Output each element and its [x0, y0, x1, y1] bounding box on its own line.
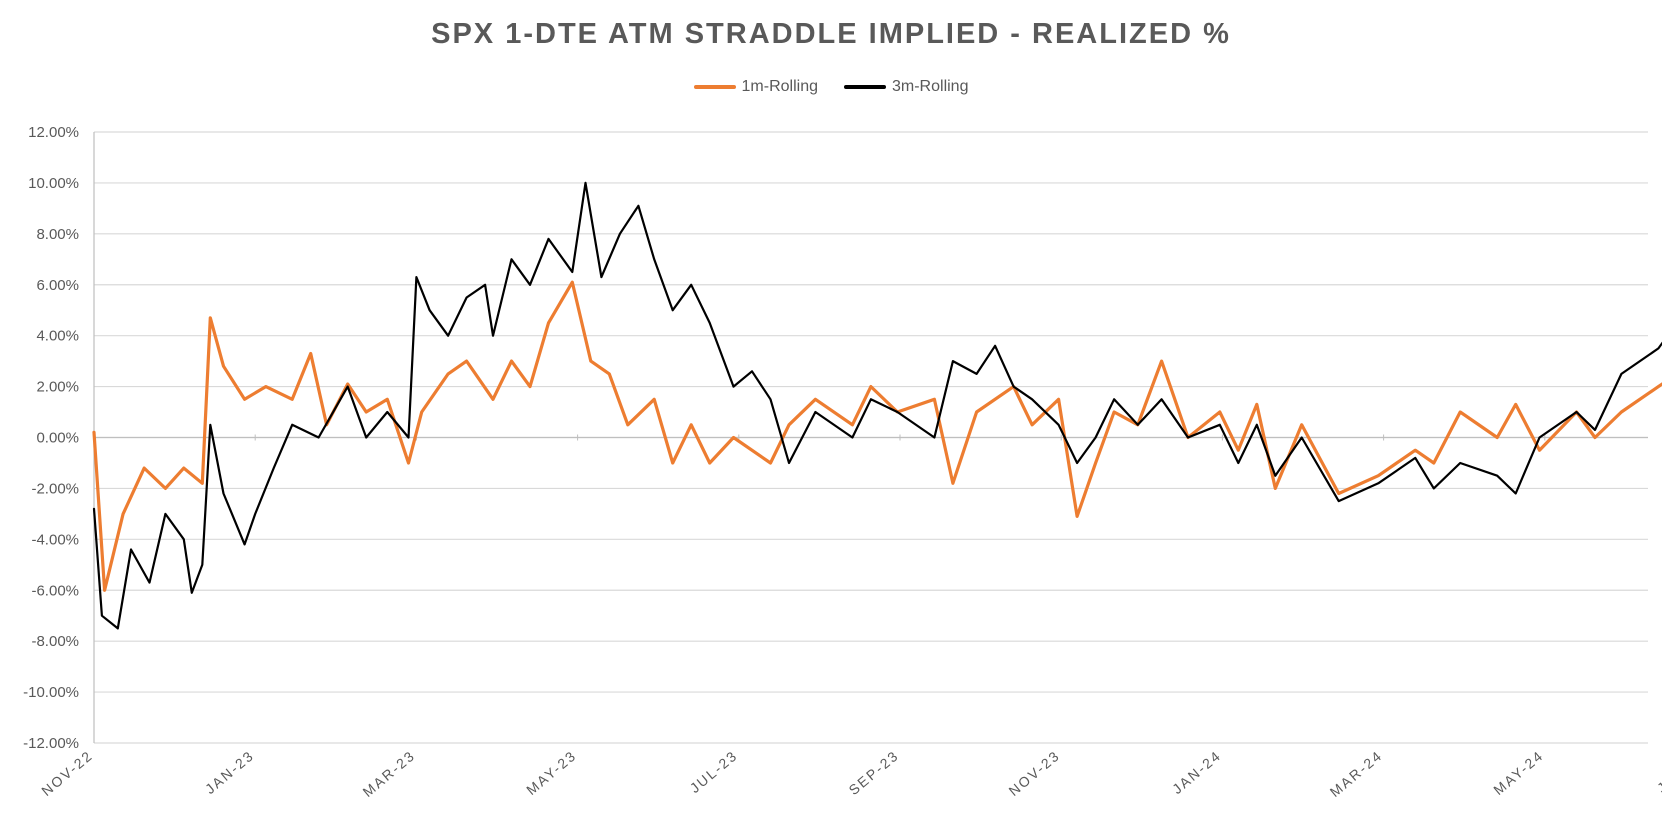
y-tick-label: 4.00% [36, 328, 79, 345]
y-tick-label: 12.00% [28, 124, 79, 141]
x-tick-label: NOV-23 [1005, 747, 1063, 799]
legend-item-1m: 1m-Rolling [693, 78, 818, 96]
legend-swatch-1m [693, 85, 736, 89]
y-tick-label: 10.00% [28, 175, 79, 192]
x-tick-label: MAY-24 [1490, 747, 1546, 798]
chart-title: SPX 1-DTE ATM STRADDLE IMPLIED - REALIZE… [431, 18, 1231, 50]
series-line-1m-rolling [92, 280, 1662, 592]
x-tick-label: JAN-24 [1169, 747, 1224, 797]
x-tick-label: JAN-23 [202, 747, 257, 797]
legend-label-3m: 3m-Rolling [892, 78, 969, 95]
y-tick-label: -12.00% [23, 735, 79, 752]
x-tick-label: SEP-23 [845, 747, 901, 798]
y-tick-label: -6.00% [31, 582, 79, 599]
x-tick-label: MAR-23 [360, 747, 419, 800]
y-tick-label: -8.00% [31, 633, 79, 650]
legend-swatch-3m [844, 85, 886, 89]
legend-label-1m: 1m-Rolling [741, 78, 818, 95]
y-tick-label: 2.00% [36, 379, 79, 396]
y-tick-label: -10.00% [23, 684, 79, 701]
y-tick-label: 6.00% [36, 277, 79, 294]
y-tick-label: 8.00% [36, 226, 79, 243]
x-tick-label: JUL-24 [1654, 747, 1662, 796]
series-line-3m-rolling [92, 181, 1662, 630]
y-tick-label: -2.00% [31, 480, 79, 497]
x-tick-label: NOV-22 [38, 747, 96, 799]
x-tick-label: MAY-23 [523, 747, 579, 798]
y-tick-label: 0.00% [36, 430, 79, 447]
x-tick-label: MAR-24 [1327, 747, 1386, 800]
y-tick-label: -4.00% [31, 531, 79, 548]
legend-item-3m: 3m-Rolling [844, 78, 968, 96]
legend: 1m-Rolling 3m-Rolling [0, 78, 1662, 96]
x-tick-label: JUL-23 [687, 747, 741, 796]
